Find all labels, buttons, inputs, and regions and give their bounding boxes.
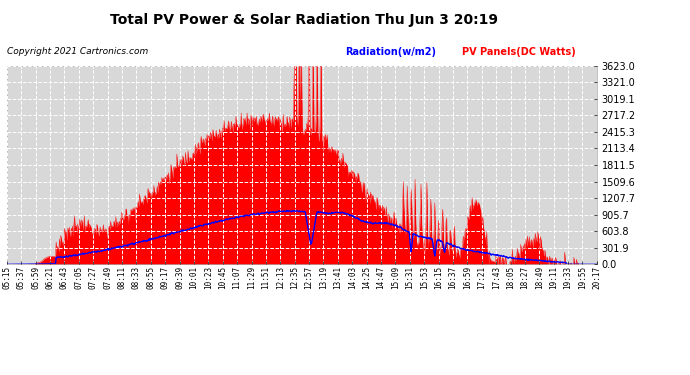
Text: Radiation(w/m2): Radiation(w/m2)	[345, 47, 436, 57]
Text: PV Panels(DC Watts): PV Panels(DC Watts)	[462, 47, 576, 57]
Text: Total PV Power & Solar Radiation Thu Jun 3 20:19: Total PV Power & Solar Radiation Thu Jun…	[110, 13, 497, 27]
Text: Copyright 2021 Cartronics.com: Copyright 2021 Cartronics.com	[7, 47, 148, 56]
